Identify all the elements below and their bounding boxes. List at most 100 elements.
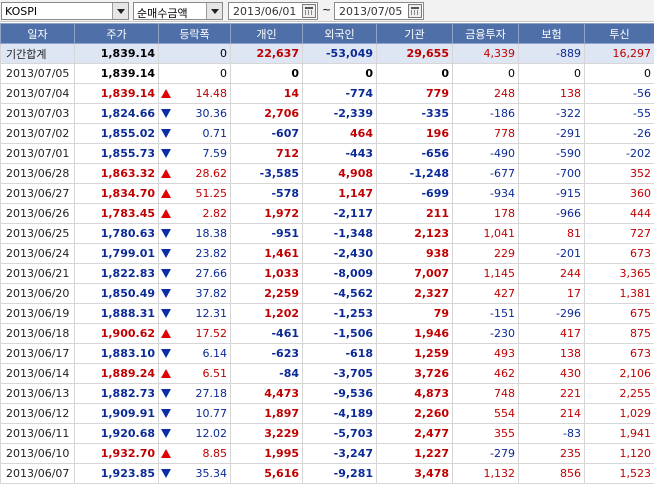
column-header[interactable]: 기관 — [376, 23, 453, 44]
foreign-cell: -1,506 — [302, 323, 377, 344]
table-row[interactable]: 2013/06/26 1,783.45 2.82 1,972 -2,117 211 178-… — [0, 203, 654, 224]
metric-select[interactable]: 순매수금액 — [133, 2, 223, 20]
calendar-icon[interactable] — [408, 4, 422, 18]
fin_invest-cell: -151 — [452, 303, 519, 324]
change-cell: 27.66 — [158, 263, 231, 284]
table-row[interactable]: 2013/07/03 1,824.66 30.36 2,706 -2,339 -335 -1… — [0, 103, 654, 124]
change-cell: 28.62 — [158, 163, 231, 184]
table-row[interactable]: 2013/06/18 1,900.62 17.52 -461 -1,506 1,946 -2… — [0, 323, 654, 344]
fin_invest-cell: 748 — [452, 383, 519, 404]
foreign-cell: 4,908 — [302, 163, 377, 184]
change-cell: 37.82 — [158, 283, 231, 304]
column-header[interactable]: 개인 — [230, 23, 303, 44]
institution-cell: 3,726 — [376, 363, 453, 384]
column-header[interactable]: 등락폭 — [158, 23, 231, 44]
arrow-down-icon — [161, 429, 171, 438]
table-row[interactable]: 2013/06/27 1,834.70 51.25 -578 1,147 -699 -934… — [0, 183, 654, 204]
fin_invest-cell: 1,041 — [452, 223, 519, 244]
table-row[interactable]: 2013/06/21 1,822.83 27.66 1,033 -8,009 7,007 1… — [0, 263, 654, 284]
table-row[interactable]: 2013/06/12 1,909.91 10.77 1,897 -4,189 2,260 5… — [0, 403, 654, 424]
calendar-icon[interactable] — [302, 4, 316, 18]
date-from-field[interactable]: 2013/06/01 — [228, 2, 318, 20]
date-cell: 2013/06/18 — [0, 323, 75, 344]
insurance-cell: 856 — [518, 463, 585, 484]
individual-cell: -951 — [230, 223, 303, 244]
arrow-down-icon — [161, 149, 171, 158]
table-row[interactable]: 2013/06/25 1,780.63 18.38 -951 -1,348 2,123 1,… — [0, 223, 654, 244]
insurance-cell: -296 — [518, 303, 585, 324]
date-cell: 2013/06/25 — [0, 223, 75, 244]
insurance-cell: -83 — [518, 423, 585, 444]
table-row[interactable]: 2013/06/10 1,932.70 8.85 1,995 -3,247 1,227 -2… — [0, 443, 654, 464]
date-cell: 2013/06/21 — [0, 263, 75, 284]
column-header[interactable]: 외국인 — [302, 23, 377, 44]
change-value: 17.52 — [195, 327, 228, 340]
arrow-up-icon — [161, 329, 171, 338]
foreign-cell: -2,117 — [302, 203, 377, 224]
institution-cell: 2,327 — [376, 283, 453, 304]
date-cell: 2013/06/20 — [0, 283, 75, 304]
insurance-cell: 430 — [518, 363, 585, 384]
table-row[interactable]: 2013/06/17 1,883.10 6.14 -623 -618 1,259 493 13… — [0, 343, 654, 364]
market-select[interactable]: KOSPI — [1, 2, 129, 20]
insurance-cell: 221 — [518, 383, 585, 404]
price-cell: 1,783.45 — [74, 203, 159, 224]
table-row[interactable]: 2013/07/01 1,855.73 7.59 712 -443 -656 -490 -59… — [0, 143, 654, 164]
foreign-cell: -53,049 — [302, 43, 377, 64]
table-row[interactable]: 2013/07/02 1,855.02 0.71 -607 464 196 778 -291-… — [0, 123, 654, 144]
fin_invest-cell: 554 — [452, 403, 519, 424]
table-row[interactable]: 2013/06/20 1,850.49 37.82 2,259 -4,562 2,327 4… — [0, 283, 654, 304]
fin_invest-cell: -934 — [452, 183, 519, 204]
change-value: 0.71 — [202, 127, 228, 140]
arrow-down-icon — [161, 109, 171, 118]
market-dropdown-button[interactable] — [112, 3, 128, 19]
foreign-cell: 0 — [302, 63, 377, 84]
date-to-field[interactable]: 2013/07/05 — [334, 2, 424, 20]
column-header[interactable]: 보험 — [518, 23, 585, 44]
change-value: 37.82 — [195, 287, 228, 300]
individual-cell: -623 — [230, 343, 303, 364]
price-cell: 1,839.14 — [74, 83, 159, 104]
date-cell: 2013/06/28 — [0, 163, 75, 184]
table-row[interactable]: 2013/06/28 1,863.32 28.62 -3,585 4,908 -1,248… — [0, 163, 654, 184]
change-cell: 6.51 — [158, 363, 231, 384]
table-row[interactable]: 2013/07/05 1,839.14 0 0 0 0 0 0 0 — [0, 63, 654, 84]
trust-cell: 673 — [584, 343, 654, 364]
foreign-cell: 1,147 — [302, 183, 377, 204]
price-cell: 1,920.68 — [74, 423, 159, 444]
insurance-cell: -322 — [518, 103, 585, 124]
insurance-cell: 138 — [518, 343, 585, 364]
total-row[interactable]: 기간합계 1,839.14 0 22,637 -53,049 29,655 4,339 -88… — [0, 43, 654, 64]
column-header[interactable]: 투신 — [584, 23, 654, 44]
fin_invest-cell: 229 — [452, 243, 519, 264]
change-cell: 17.52 — [158, 323, 231, 344]
table-row[interactable]: 2013/07/04 1,839.14 14.48 14 -774 779 248 138 -5… — [0, 83, 654, 104]
table-row[interactable]: 2013/06/13 1,882.73 27.18 4,473 -9,536 4,873 7… — [0, 383, 654, 404]
column-header[interactable]: 금융투자 — [452, 23, 519, 44]
price-cell: 1,824.66 — [74, 103, 159, 124]
foreign-cell: -3,247 — [302, 443, 377, 464]
insurance-cell: -966 — [518, 203, 585, 224]
table-row[interactable]: 2013/06/24 1,799.01 23.82 1,461 -2,430 938 229… — [0, 243, 654, 264]
metric-dropdown-button[interactable] — [206, 3, 222, 19]
table-row[interactable]: 2013/06/11 1,920.68 12.02 3,229 -5,703 2,477 3… — [0, 423, 654, 444]
column-header[interactable]: 주가 — [74, 23, 159, 44]
insurance-cell: -915 — [518, 183, 585, 204]
foreign-cell: -2,339 — [302, 103, 377, 124]
arrow-up-icon — [161, 89, 171, 98]
trust-cell: 3,365 — [584, 263, 654, 284]
fin_invest-cell: 427 — [452, 283, 519, 304]
individual-cell: 5,616 — [230, 463, 303, 484]
trust-cell: 1,381 — [584, 283, 654, 304]
price-cell: 1,855.73 — [74, 143, 159, 164]
column-header[interactable]: 일자 — [0, 23, 75, 44]
date-cell: 2013/06/10 — [0, 443, 75, 464]
foreign-cell: -8,009 — [302, 263, 377, 284]
fin_invest-cell: 1,132 — [452, 463, 519, 484]
table-row[interactable]: 2013/06/19 1,888.31 12.31 1,202 -1,253 79 -151… — [0, 303, 654, 324]
table-row[interactable]: 2013/06/07 1,923.85 35.34 5,616 -9,281 3,478 1… — [0, 463, 654, 484]
fin_invest-cell: 4,339 — [452, 43, 519, 64]
table-row[interactable]: 2013/06/14 1,889.24 6.51 -84 -3,705 3,726 462 4… — [0, 363, 654, 384]
fin_invest-cell: 355 — [452, 423, 519, 444]
institution-cell: 2,123 — [376, 223, 453, 244]
